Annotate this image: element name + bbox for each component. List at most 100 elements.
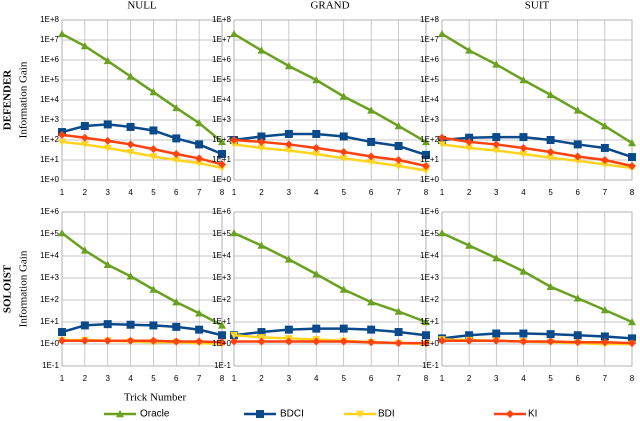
y-tick-label: 1E+8 <box>212 15 231 24</box>
data-point <box>422 137 430 146</box>
x-tick-label: 4 <box>128 374 133 383</box>
y-tick-label: 1E+1 <box>212 155 231 164</box>
data-point <box>126 140 135 149</box>
series-line <box>442 339 633 345</box>
y-tick-label: 1E+7 <box>40 35 59 44</box>
legend-label: Oracle <box>140 409 170 420</box>
data-point <box>573 140 582 149</box>
data-point <box>492 133 501 142</box>
data-point <box>312 150 321 158</box>
data-point <box>230 337 238 346</box>
series-line <box>61 32 223 143</box>
x-tick-label: 2 <box>467 374 472 383</box>
x-tick-label: 8 <box>630 374 635 383</box>
y-tick-label: 1E+4 <box>212 251 231 260</box>
legend-label: KI <box>528 409 537 420</box>
data-point <box>394 328 403 337</box>
data-point <box>492 329 501 338</box>
x-axis-label: Trick Number <box>124 392 187 404</box>
y-tick-label: 1E+4 <box>212 95 231 104</box>
row-label: DEFENDER <box>2 69 14 131</box>
data-point <box>172 322 181 331</box>
x-tick-label: 8 <box>220 374 225 383</box>
y-tick-label: 1E+6 <box>420 55 439 64</box>
data-point <box>58 29 66 38</box>
data-point <box>312 337 321 346</box>
y-tick-label: 1E+0 <box>40 175 59 184</box>
data-point <box>339 337 348 346</box>
x-tick-label: 1 <box>60 374 65 383</box>
data-point <box>394 162 403 171</box>
data-point <box>546 282 555 290</box>
y-tick-label: 1E+0 <box>420 175 439 184</box>
data-point <box>438 133 446 142</box>
y-tick-label: 1E+7 <box>420 35 439 44</box>
x-tick-label: 6 <box>174 188 179 197</box>
y-tick-label: 1E+5 <box>420 75 439 84</box>
x-tick-label: 6 <box>369 188 374 197</box>
y-tick-label: 1E-1 <box>214 361 231 370</box>
data-point <box>284 325 293 334</box>
data-point <box>600 143 609 152</box>
series-line <box>441 332 633 340</box>
data-point <box>367 338 376 347</box>
data-point <box>284 337 293 346</box>
y-axis-label: Information Gain <box>18 250 30 327</box>
y-tick-label: 1E+6 <box>40 55 59 64</box>
data-point <box>465 336 474 345</box>
series-line <box>441 231 633 324</box>
row-label: SOLOIST <box>2 264 14 313</box>
data-point <box>80 141 89 149</box>
x-tick-label: 8 <box>424 374 429 383</box>
x-tick-label: 4 <box>521 188 526 197</box>
data-point <box>422 162 430 171</box>
data-point <box>573 152 582 161</box>
data-point <box>573 338 582 347</box>
x-tick-label: 1 <box>440 188 445 197</box>
data-point <box>600 156 609 164</box>
data-point <box>573 157 582 165</box>
y-tick-label: 1E+2 <box>40 295 59 304</box>
y-tick-label: 1E+3 <box>212 115 231 124</box>
series-line <box>234 340 426 345</box>
x-tick-label: 8 <box>630 188 635 197</box>
data-point <box>465 133 474 142</box>
data-point <box>149 336 158 345</box>
data-point <box>58 328 66 337</box>
y-tick-label: 1E+4 <box>40 251 59 260</box>
data-point <box>465 137 474 146</box>
column-title: SUIT <box>525 0 550 12</box>
x-tick-label: 6 <box>369 374 374 383</box>
y-tick-label: 1E+8 <box>420 15 439 24</box>
data-point <box>600 338 609 347</box>
x-tick-label: 7 <box>603 188 608 197</box>
data-point <box>218 160 226 169</box>
data-point <box>230 136 238 144</box>
y-tick-label: 1E+1 <box>420 317 439 326</box>
y-tick-label: 1E+3 <box>420 115 439 124</box>
y-tick-label: 1E+5 <box>40 75 59 84</box>
x-tick-label: 3 <box>494 188 499 197</box>
data-point <box>422 331 430 340</box>
data-point <box>149 126 158 135</box>
data-point <box>438 336 446 345</box>
data-point <box>126 72 135 80</box>
data-point <box>195 337 204 346</box>
data-point <box>394 339 403 348</box>
data-point <box>422 167 430 175</box>
x-tick-label: 2 <box>259 374 264 383</box>
series-line <box>441 143 633 170</box>
x-tick-label: 2 <box>467 188 472 197</box>
y-tick-label: 1E+6 <box>40 207 59 216</box>
legend-marker <box>256 410 264 418</box>
x-tick-label: 3 <box>287 374 292 383</box>
data-point <box>172 134 181 143</box>
y-tick-label: 1E+0 <box>420 339 439 348</box>
y-axis-label: Information Gain <box>18 61 30 138</box>
data-point <box>257 144 266 152</box>
x-tick-label: 7 <box>603 374 608 383</box>
x-tick-label: 5 <box>151 374 156 383</box>
x-tick-label: 6 <box>575 188 580 197</box>
data-point <box>628 334 636 343</box>
